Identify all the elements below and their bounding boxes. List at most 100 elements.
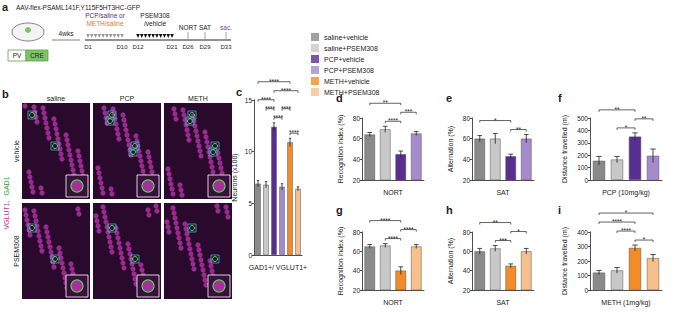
svg-text:0: 0 bbox=[248, 252, 252, 259]
svg-text:20: 20 bbox=[353, 287, 361, 294]
svg-text:Distance travelled (m): Distance travelled (m) bbox=[561, 115, 569, 183]
svg-text:saline: saline bbox=[47, 95, 65, 102]
svg-text:PSEM308: PSEM308 bbox=[13, 235, 20, 267]
svg-text:80: 80 bbox=[353, 115, 361, 122]
svg-text:500: 500 bbox=[577, 115, 588, 122]
svg-text:D26: D26 bbox=[182, 44, 194, 50]
svg-text:Neurons (x100): Neurons (x100) bbox=[231, 153, 239, 201]
svg-text:****: **** bbox=[380, 217, 391, 224]
svg-text:4wks: 4wks bbox=[59, 30, 75, 37]
svg-text:20: 20 bbox=[353, 177, 361, 184]
svg-text:40: 40 bbox=[353, 267, 361, 274]
svg-text:METH (1mg/kg): METH (1mg/kg) bbox=[601, 299, 650, 307]
svg-text:**: ** bbox=[383, 99, 389, 106]
svg-text:f: f bbox=[558, 92, 562, 104]
svg-text:d: d bbox=[336, 92, 343, 104]
svg-text:**: ** bbox=[493, 219, 499, 226]
svg-text:5: 5 bbox=[248, 200, 252, 207]
svg-text:15: 15 bbox=[245, 97, 253, 104]
svg-text:NORT: NORT bbox=[383, 189, 403, 196]
svg-text:400: 400 bbox=[577, 229, 588, 236]
svg-text:PCP (10mg/kg): PCP (10mg/kg) bbox=[602, 189, 650, 197]
svg-text:****: **** bbox=[403, 226, 414, 233]
svg-text:NORT: NORT bbox=[179, 24, 197, 31]
svg-text:sac.: sac. bbox=[220, 24, 232, 31]
svg-text:PCP: PCP bbox=[120, 95, 135, 102]
svg-text:40: 40 bbox=[463, 267, 471, 274]
svg-text:Recognition index (%): Recognition index (%) bbox=[337, 115, 345, 183]
svg-text:c: c bbox=[236, 86, 242, 98]
svg-text:D21: D21 bbox=[166, 44, 178, 50]
svg-text:400: 400 bbox=[577, 127, 588, 134]
svg-text:0: 0 bbox=[584, 287, 588, 294]
svg-text:60: 60 bbox=[353, 248, 361, 255]
svg-text:D1: D1 bbox=[84, 44, 92, 50]
svg-text:***: *** bbox=[405, 108, 413, 115]
svg-text:PV: PV bbox=[13, 52, 22, 59]
svg-text:****: **** bbox=[388, 117, 399, 124]
svg-text:80: 80 bbox=[463, 115, 471, 122]
svg-text:40: 40 bbox=[353, 156, 361, 163]
svg-text:200: 200 bbox=[577, 152, 588, 159]
svg-text:METH+vehicle: METH+vehicle bbox=[324, 78, 370, 85]
svg-text:60: 60 bbox=[463, 248, 471, 255]
svg-text:AAV-flex-PSAML141F,Y115F5HT3HC: AAV-flex-PSAML141F,Y115F5HT3HC-GFP bbox=[16, 4, 140, 11]
svg-text:****: **** bbox=[261, 96, 272, 103]
svg-text:80: 80 bbox=[353, 229, 361, 236]
svg-text:/vehicle: /vehicle bbox=[144, 20, 166, 27]
svg-text:****: **** bbox=[273, 114, 284, 121]
svg-text:D33: D33 bbox=[220, 44, 232, 50]
svg-text:200: 200 bbox=[577, 258, 588, 265]
svg-text:Recognition index (%): Recognition index (%) bbox=[337, 227, 345, 295]
svg-text:****: **** bbox=[269, 78, 280, 85]
svg-text:**: ** bbox=[614, 106, 620, 113]
svg-text:g: g bbox=[336, 204, 343, 216]
svg-text:SAT: SAT bbox=[496, 299, 510, 306]
svg-text:NORT: NORT bbox=[383, 299, 403, 306]
svg-text:10: 10 bbox=[245, 148, 253, 155]
svg-text:a: a bbox=[2, 1, 9, 13]
svg-text:saline+PSEM308: saline+PSEM308 bbox=[324, 45, 378, 52]
svg-text:60: 60 bbox=[463, 135, 471, 142]
svg-text:Alternation (%): Alternation (%) bbox=[447, 238, 455, 284]
svg-text:300: 300 bbox=[577, 243, 588, 250]
svg-text:saline+vehicle: saline+vehicle bbox=[324, 34, 368, 41]
svg-text:PCP+PSEM308: PCP+PSEM308 bbox=[324, 67, 374, 74]
svg-text:*: * bbox=[625, 124, 628, 131]
svg-text:20: 20 bbox=[463, 177, 471, 184]
svg-text:b: b bbox=[2, 88, 9, 100]
svg-text:GAD1+/ VGLUT1+: GAD1+/ VGLUT1+ bbox=[249, 264, 307, 271]
svg-text:CRE: CRE bbox=[30, 52, 44, 59]
svg-text:****: **** bbox=[388, 235, 399, 242]
svg-text:20: 20 bbox=[463, 287, 471, 294]
svg-text:**: ** bbox=[641, 115, 647, 122]
svg-text:****: **** bbox=[281, 87, 292, 94]
svg-text:VGLUT1,: VGLUT1, bbox=[3, 200, 10, 229]
svg-text:****: **** bbox=[265, 105, 276, 112]
svg-text:D10: D10 bbox=[116, 44, 128, 50]
svg-text:300: 300 bbox=[577, 139, 588, 146]
svg-text:100: 100 bbox=[577, 272, 588, 279]
svg-text:Alternation (%): Alternation (%) bbox=[447, 126, 455, 172]
svg-text:PCP/saline or: PCP/saline or bbox=[85, 12, 126, 19]
svg-text:60: 60 bbox=[353, 135, 361, 142]
svg-text:*: * bbox=[494, 117, 497, 124]
svg-text:*: * bbox=[625, 209, 628, 216]
svg-text:40: 40 bbox=[463, 156, 471, 163]
svg-text:vehicle: vehicle bbox=[13, 140, 20, 162]
svg-text:*: * bbox=[643, 236, 646, 243]
svg-text:SAT: SAT bbox=[496, 189, 510, 196]
svg-text:PSEM308: PSEM308 bbox=[140, 12, 170, 19]
svg-text:METH/saline: METH/saline bbox=[86, 20, 124, 27]
svg-text:METH: METH bbox=[188, 95, 208, 102]
svg-text:***: *** bbox=[499, 237, 507, 244]
svg-text:0: 0 bbox=[584, 177, 588, 184]
svg-text:GAD1: GAD1 bbox=[3, 176, 10, 195]
svg-text:D29: D29 bbox=[199, 44, 211, 50]
svg-text:e: e bbox=[446, 92, 452, 104]
svg-text:h: h bbox=[446, 204, 453, 216]
svg-text:PCP+vehicle: PCP+vehicle bbox=[324, 56, 364, 63]
svg-text:SAT: SAT bbox=[199, 24, 211, 31]
svg-text:****: **** bbox=[289, 129, 300, 136]
svg-text:**: ** bbox=[516, 126, 522, 133]
